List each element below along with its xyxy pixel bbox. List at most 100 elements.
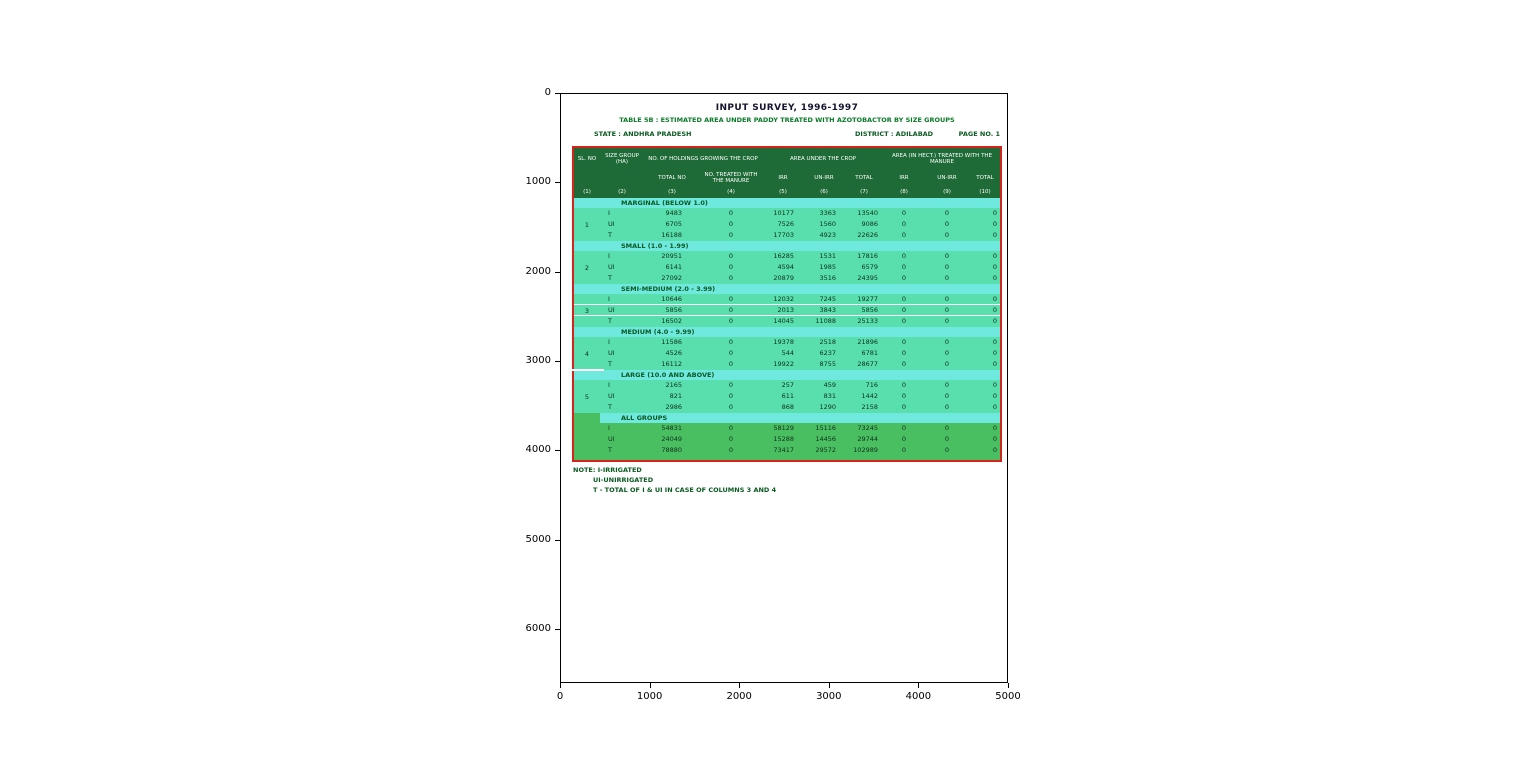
table-cell: 8755 [819, 360, 836, 368]
y-tick-label: 5000 [525, 533, 551, 545]
table-cell: 0 [992, 295, 997, 303]
row-label: UI [608, 220, 615, 228]
table-row: UI 4526 0 544 6237 6781 0 0 0 [574, 348, 1000, 359]
table-cell: 0 [901, 209, 907, 217]
document-title: INPUT SURVEY, 1996-1997 [715, 103, 859, 113]
note-line-3: T - TOTAL OF I & UI IN CASE OF COLUMNS 3… [593, 486, 777, 494]
table-cell: 0 [728, 446, 734, 454]
group-label: LARGE (10.0 AND ABOVE) [600, 370, 1000, 380]
x-tick-label: 2000 [726, 691, 752, 702]
table-cell: 0 [992, 274, 997, 282]
table-cell: 2013 [777, 306, 794, 314]
table-row: T 16502 0 14045 11088 25133 0 0 0 [574, 316, 1000, 327]
table-cell: 0 [728, 403, 734, 411]
size-group-4: MEDIUM (4.0 - 9.99) 4 I 11586 0 19378 2518 2189… [574, 327, 1000, 370]
row-label: T [608, 231, 612, 239]
y-tick-label: 6000 [525, 622, 551, 634]
table-cell: 16502 [661, 317, 682, 325]
table-cell: 0 [944, 360, 950, 368]
table-cell: 0 [901, 446, 907, 454]
table-cell: 7245 [819, 295, 836, 303]
table-cell: 0 [728, 349, 734, 357]
table-cell: 5856 [665, 306, 682, 314]
row-label: I [608, 252, 610, 260]
subheader-unirr-2: UN-IRR [937, 175, 957, 181]
table-cell: 16112 [661, 360, 682, 368]
x-tick-label: 1000 [636, 691, 663, 702]
table-cell: 13540 [857, 209, 878, 217]
table-cell: 21896 [857, 338, 878, 346]
row-label: UI [608, 392, 615, 400]
y-tick-label: 1000 [525, 176, 551, 188]
table-cell: 0 [901, 349, 907, 357]
table-cell: 544 [781, 349, 794, 357]
table-cell: 2986 [665, 403, 682, 411]
table-cell: 4923 [819, 231, 836, 239]
table-cell: 22626 [857, 231, 878, 239]
x-tick-label: 4000 [905, 691, 932, 702]
table-row: UI 821 0 611 831 1442 0 0 0 [574, 391, 1000, 402]
table-cell: 102989 [853, 446, 878, 454]
table-cell: 58129 [773, 424, 794, 432]
subheader-no-treated: NO. TREATED WITH THE MANURE [704, 172, 758, 184]
x-tick-label: 3000 [816, 691, 842, 702]
table-cell: 0 [944, 263, 950, 271]
y-tick-mark [555, 182, 560, 184]
table-cell: 0 [901, 403, 907, 411]
note-line-2: UI-UNIRRIGATED [593, 476, 654, 484]
table-cell: 0 [728, 435, 734, 443]
table-cell: 0 [901, 424, 907, 432]
table-header: SL. NO SIZE GROUP (HA) NO. OF HOLDINGS G… [574, 148, 1000, 198]
row-label: I [608, 338, 610, 346]
table-cell: 0 [944, 274, 950, 282]
table-cell: 0 [992, 252, 997, 260]
table-cell: 10646 [661, 295, 682, 303]
subheader-total-1: TOTAL [855, 175, 873, 181]
table-cell: 0 [944, 403, 950, 411]
size-group-2: SMALL (1.0 - 1.99) 2 I 20951 0 16285 1531 17816… [574, 241, 1000, 284]
table-cell: 0 [992, 338, 997, 346]
table-cell: 4594 [777, 263, 794, 271]
group-serial-number: 3 [584, 306, 590, 315]
table-cell: 25133 [857, 317, 878, 325]
table-cell: 19277 [857, 295, 878, 303]
table-cell: 20879 [773, 274, 794, 282]
table-cell: 6781 [861, 349, 878, 357]
survey-data-table: SL. NO SIZE GROUP (HA) NO. OF HOLDINGS G… [572, 146, 1002, 462]
table-cell: 17703 [773, 231, 794, 239]
table-cell: 0 [944, 231, 950, 239]
table-cell: 1560 [819, 220, 836, 228]
table-row: I 10646 0 12032 7245 19277 0 0 0 [574, 294, 1000, 305]
group-serial-number: 5 [584, 392, 590, 401]
table-cell: 0 [728, 274, 734, 282]
table-cell: 0 [944, 392, 950, 400]
table-notes: NOTE: I-IRRIGATED UI-UNIRRIGATED T - TOT… [573, 465, 1003, 495]
subheader-total-no: TOTAL NO [658, 175, 686, 181]
table-cell: 0 [992, 435, 997, 443]
row-label: T [608, 403, 612, 411]
header-sl-no: SL. NO [577, 156, 597, 162]
row-label: I [608, 381, 610, 389]
table-cell: 0 [992, 360, 997, 368]
row-label: UI [608, 263, 615, 271]
table-row: T 27092 0 20879 3516 24395 0 0 0 [574, 273, 1000, 284]
table-cell: 0 [992, 317, 997, 325]
document-subtitle: TABLE 5B : ESTIMATED AREA UNDER PADDY TR… [619, 116, 955, 124]
row-label: I [608, 295, 610, 303]
table-row: T 16112 0 19922 8755 28677 0 0 0 [574, 359, 1000, 370]
y-tick-label: 2000 [525, 265, 551, 277]
header-treated-span: AREA (IN HECT.) TREATED WITH THE MANURE [891, 153, 993, 165]
group-serial-number: 2 [584, 263, 590, 272]
table-cell: 0 [944, 338, 950, 346]
table-cell: 2165 [665, 381, 682, 389]
table-cell: 0 [901, 295, 907, 303]
table-cell: 0 [944, 446, 950, 454]
table-cell: 17816 [857, 252, 878, 260]
table-cell: 868 [781, 403, 794, 411]
table-cell: 14045 [773, 317, 794, 325]
table-cell: 0 [992, 220, 997, 228]
table-cell: 0 [728, 231, 734, 239]
table-cell: 16285 [773, 252, 794, 260]
table-cell: 1442 [861, 392, 878, 400]
